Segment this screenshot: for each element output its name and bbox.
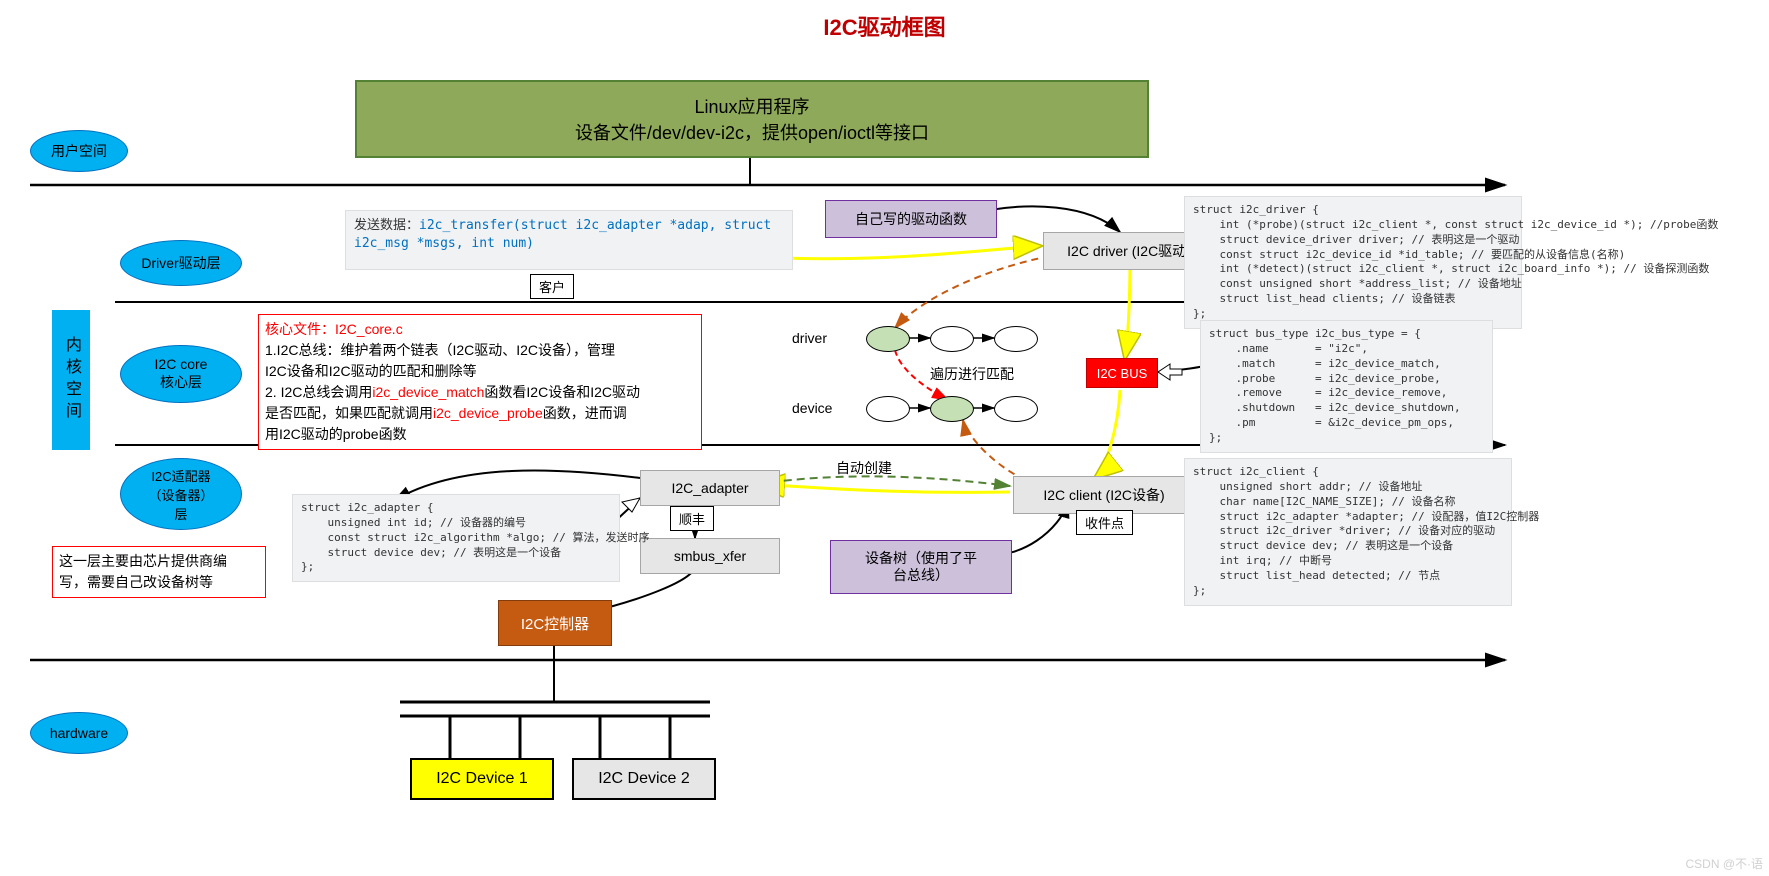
layer-driver-ellipse: Driver驱动层: [120, 240, 242, 286]
label-auto-create: 自动创建: [836, 458, 892, 478]
device-tree-box: 设备树（使用了平 台总线）: [830, 540, 1012, 594]
send-data-box: 发送数据：i2c_transfer(struct i2c_adapter *ad…: [345, 210, 793, 270]
core-file-l1: 1.I2C总线：维护着两个链表（I2C驱动、I2C设备），管理: [265, 340, 695, 361]
i2c-adapter-box: I2C_adapter: [640, 470, 780, 506]
send-data-prefix: 发送数据：: [354, 218, 419, 233]
layer-hw-ellipse: hardware: [30, 712, 128, 754]
kernel-space-label: 内核空间: [52, 310, 90, 450]
label-driver-chain: driver: [792, 330, 827, 346]
core-file-l4a: 是否匹配，如果匹配就调用: [265, 405, 433, 421]
hw-device-2: I2C Device 2: [572, 758, 716, 800]
layer-user-label: 用户空间: [51, 141, 107, 161]
layer-core-ellipse: I2C core 核心层: [120, 345, 242, 403]
i2c-controller-box: I2C控制器: [498, 600, 612, 646]
core-file-head: 核心文件：I2C_core.c: [265, 321, 403, 337]
layer-driver-label: Driver驱动层: [141, 253, 220, 273]
device-tree-l1: 设备树（使用了平: [865, 550, 977, 567]
oval-driver-3: [994, 326, 1038, 352]
layer-adapter-label: I2C适配器 （设备器） 层: [148, 466, 213, 523]
linux-app-line1: Linux应用程序: [694, 93, 809, 119]
layer-adapter-ellipse: I2C适配器 （设备器） 层: [120, 458, 242, 530]
device-tree-l2: 台总线）: [893, 567, 949, 584]
code-i2c-adapter: struct i2c_adapter { unsigned int id; //…: [292, 494, 620, 582]
core-file-l3c: 函数看I2C设备和I2C驱动: [484, 384, 640, 400]
linux-app-box: Linux应用程序 设备文件/dev/dev-i2c，提供open/ioctl等…: [355, 80, 1149, 158]
oval-device-2: [930, 396, 974, 422]
core-file-l2: I2C设备和I2C驱动的匹配和删除等: [265, 361, 695, 382]
oval-device-1: [866, 396, 910, 422]
core-file-l3a: 2. I2C总线会调用: [265, 384, 372, 400]
code-bus-type: struct bus_type i2c_bus_type = { .name =…: [1200, 320, 1493, 453]
oval-driver-2: [930, 326, 974, 352]
core-file-l4b: i2c_device_probe: [433, 405, 543, 421]
label-customer: 客户: [530, 274, 574, 299]
label-device-chain: device: [792, 400, 832, 416]
label-sf: 顺丰: [670, 506, 714, 531]
hw-device-1: I2C Device 1: [410, 758, 554, 800]
oval-device-3: [994, 396, 1038, 422]
code-i2c-driver: struct i2c_driver { int (*probe)(struct …: [1184, 196, 1522, 329]
core-file-l3b: i2c_device_match: [372, 384, 484, 400]
core-file-l4c: 函数，进而调: [543, 405, 627, 421]
layer-core-label: I2C core 核心层: [155, 356, 208, 392]
diagram-title: I2C驱动框图: [0, 10, 1769, 42]
code-i2c-client: struct i2c_client { unsigned short addr;…: [1184, 458, 1512, 606]
custom-driver-func-box: 自己写的驱动函数: [825, 200, 997, 238]
layer-hw-label: hardware: [50, 725, 108, 741]
label-match: 遍历进行匹配: [930, 364, 1014, 384]
oval-driver-1: [866, 326, 910, 352]
label-pickup: 收件点: [1076, 510, 1133, 535]
layer-user-ellipse: 用户空间: [30, 130, 128, 172]
adapter-layer-note: 这一层主要由芯片提供商编 写，需要自己改设备树等: [52, 546, 266, 598]
watermark: CSDN @不·语: [1685, 855, 1763, 872]
i2c-bus-box: I2C BUS: [1086, 358, 1158, 388]
core-file-box: 核心文件：I2C_core.c 1.I2C总线：维护着两个链表（I2C驱动、I2…: [258, 314, 702, 450]
core-file-l5: 用I2C驱动的probe函数: [265, 424, 695, 445]
smbus-xfer-box: smbus_xfer: [640, 538, 780, 574]
i2c-client-box: I2C client (I2C设备): [1013, 476, 1195, 514]
linux-app-line2: 设备文件/dev/dev-i2c，提供open/ioctl等接口: [575, 119, 929, 145]
